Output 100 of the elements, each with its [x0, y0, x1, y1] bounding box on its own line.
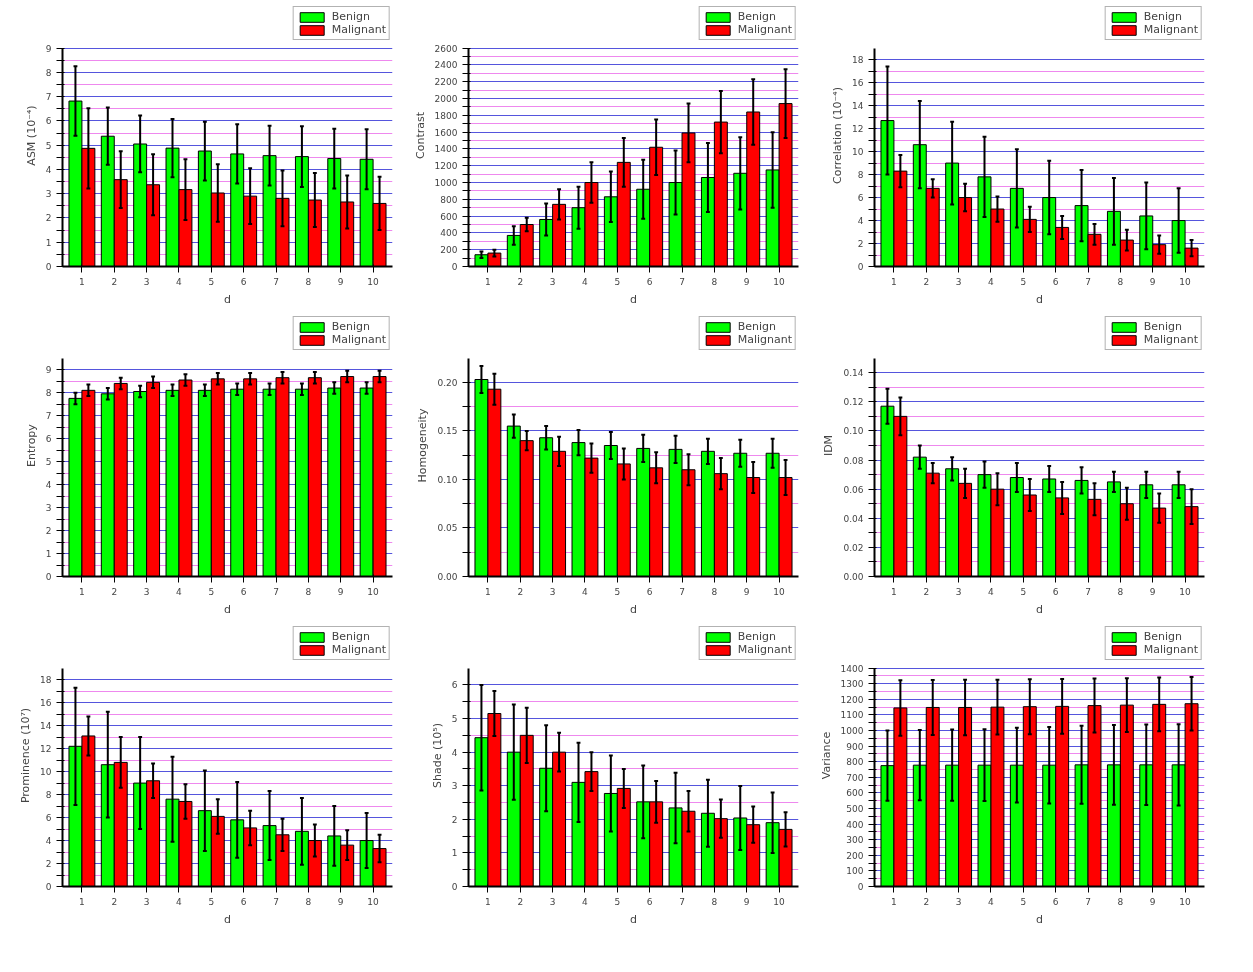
- y-tick-label: 0.20: [437, 377, 458, 388]
- y-tick-label: 16: [40, 698, 52, 709]
- y-tick-label: 1000: [434, 178, 458, 189]
- x-tick-label: 3: [143, 276, 150, 287]
- y-tick-label: 0.06: [843, 484, 864, 495]
- y-tick-label: 900: [846, 741, 864, 752]
- x-tick-label: 4: [176, 276, 183, 287]
- x-tick-label: 1: [485, 276, 491, 287]
- x-tick-label: 7: [273, 276, 279, 287]
- y-tick-label: 5: [45, 140, 52, 151]
- y-tick-label: 3: [451, 781, 458, 792]
- x-tick-label: 7: [273, 586, 279, 597]
- y-tick-label: 500: [846, 804, 864, 815]
- x-tick-label: 2: [111, 586, 118, 597]
- x-tick-label: 4: [988, 586, 995, 597]
- y-tick-label: 1400: [434, 144, 458, 155]
- y-tick-label: 2600: [434, 43, 458, 54]
- x-tick-label: 3: [549, 276, 556, 287]
- x-tick-label: 6: [240, 896, 247, 907]
- x-tick-label: 9: [743, 586, 750, 597]
- y-tick-label: 0.15: [437, 426, 458, 437]
- y-tick-label: 1400: [840, 663, 864, 674]
- legend-label: Malignant: [737, 23, 792, 36]
- legend-label: Malignant: [1143, 23, 1198, 36]
- x-tick-label: 7: [1085, 586, 1091, 597]
- y-tick-label: 2: [451, 814, 458, 825]
- x-tick-label: 4: [988, 896, 995, 907]
- y-tick-label: 1600: [434, 127, 458, 138]
- x-tick-label: 3: [143, 896, 150, 907]
- x-axis-title: d: [630, 602, 637, 616]
- legend-label: Benign: [737, 10, 776, 23]
- y-tick-label: 0: [45, 882, 52, 892]
- x-tick-label: 6: [1052, 896, 1059, 907]
- y-tick-label: 5: [45, 457, 52, 468]
- x-axis-title: d: [630, 912, 637, 926]
- x-tick-label: 9: [1149, 586, 1156, 597]
- x-tick-label: 2: [517, 276, 524, 287]
- y-tick-label: 0.00: [843, 572, 864, 582]
- y-tick-label: 8: [45, 388, 52, 399]
- x-tick-label: 2: [517, 586, 524, 597]
- x-tick-label: 8: [305, 896, 312, 907]
- legend-label: Benign: [737, 630, 776, 643]
- x-tick-label: 2: [111, 896, 118, 907]
- y-tick-label: 7: [45, 411, 52, 422]
- x-tick-label: 4: [582, 586, 589, 597]
- y-tick-label: 0: [45, 262, 52, 272]
- y-tick-label: 9: [45, 365, 52, 376]
- y-tick-label: 100: [846, 866, 864, 877]
- x-tick-label: 6: [1052, 586, 1059, 597]
- x-tick-label: 10: [367, 896, 380, 907]
- y-tick-label: 200: [846, 850, 864, 861]
- y-tick-label: 600: [846, 788, 864, 799]
- y-tick-label: 400: [846, 819, 864, 830]
- legend-label: Benign: [1143, 10, 1182, 23]
- y-tick-label: 2000: [434, 94, 458, 105]
- x-tick-label: 5: [208, 586, 215, 597]
- y-tick-label: 4: [45, 164, 52, 175]
- y-tick-label: 10: [40, 767, 52, 778]
- y-tick-label: 800: [846, 757, 864, 768]
- x-tick-label: 1: [79, 586, 85, 597]
- x-tick-label: 9: [1149, 896, 1156, 907]
- y-tick-label: 1200: [840, 694, 864, 705]
- y-tick-label: 4: [451, 747, 458, 758]
- y-axis-title: ASM (10⁻⁴): [24, 105, 38, 166]
- x-tick-label: 5: [1020, 896, 1027, 907]
- y-tick-label: 6: [45, 813, 52, 824]
- y-tick-label: 1800: [434, 110, 458, 121]
- y-tick-label: 0: [451, 262, 458, 272]
- y-tick-label: 3: [45, 189, 52, 200]
- y-tick-label: 1: [45, 549, 52, 560]
- x-tick-label: 9: [337, 896, 344, 907]
- y-tick-label: 300: [846, 835, 864, 846]
- x-axis-title: d: [1036, 602, 1043, 616]
- y-tick-label: 0: [45, 572, 52, 582]
- y-axis-title: Homogeneity: [416, 408, 430, 483]
- y-tick-label: 12: [40, 744, 52, 755]
- x-axis-title: d: [1036, 292, 1043, 306]
- y-axis-title: Variance: [819, 731, 833, 780]
- x-tick-label: 5: [614, 896, 621, 907]
- y-tick-label: 2: [45, 526, 52, 537]
- y-axis-title: Shade (10⁵): [430, 723, 444, 788]
- x-tick-label: 2: [517, 896, 524, 907]
- x-tick-label: 9: [337, 586, 344, 597]
- x-tick-label: 3: [955, 586, 962, 597]
- x-tick-label: 7: [1085, 896, 1091, 907]
- x-tick-label: 6: [240, 586, 247, 597]
- y-tick-label: 16: [852, 78, 864, 89]
- y-tick-label: 600: [440, 211, 458, 222]
- y-tick-label: 4: [45, 836, 52, 847]
- x-tick-label: 8: [711, 586, 718, 597]
- x-tick-label: 7: [679, 276, 685, 287]
- x-tick-label: 3: [955, 276, 962, 287]
- x-axis-title: d: [1036, 912, 1043, 926]
- x-axis-title: d: [224, 602, 231, 616]
- x-tick-label: 7: [273, 896, 279, 907]
- x-tick-label: 1: [79, 896, 85, 907]
- y-tick-label: 0.10: [437, 474, 458, 485]
- x-tick-label: 6: [646, 276, 653, 287]
- x-tick-label: 5: [1020, 276, 1027, 287]
- x-tick-label: 5: [208, 276, 215, 287]
